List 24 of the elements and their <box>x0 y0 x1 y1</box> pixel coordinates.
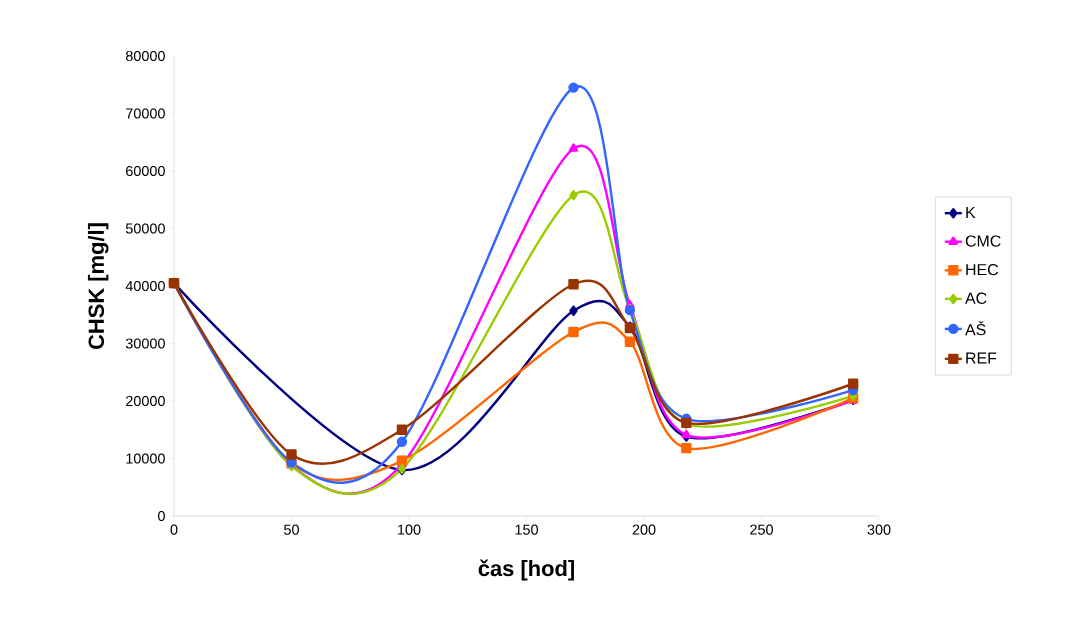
x-tick-label: 50 <box>284 524 299 535</box>
y-tick-label: 50000 <box>125 223 165 234</box>
x-tick-label: 0 <box>170 524 178 535</box>
y-tick-label: 0 <box>158 510 165 522</box>
x-tick-label: 300 <box>867 524 891 535</box>
y-tick-label: 20000 <box>126 395 165 407</box>
y-tick-label: 60000 <box>126 165 165 177</box>
x-axis-title: čas [hod] <box>478 559 574 581</box>
x-tick-label: 150 <box>515 524 538 535</box>
legend-label: CMC <box>965 235 1001 247</box>
legend-label: HEC <box>966 263 999 276</box>
x-tick-label: 100 <box>398 524 421 535</box>
x-tick-label: 250 <box>750 524 773 535</box>
x-tick-label: 200 <box>632 524 656 535</box>
y-axis-title: CHSK [mg/l] <box>87 223 109 350</box>
legend-label: AŠ <box>965 321 986 336</box>
legend-label: K <box>966 206 976 218</box>
y-tick-label: 80000 <box>125 50 165 62</box>
legend-label: AC <box>965 292 987 304</box>
y-tick-label: 40000 <box>125 280 165 292</box>
y-tick-label: 10000 <box>126 453 165 464</box>
legend-label: REF <box>966 352 997 364</box>
y-tick-label: 30000 <box>125 338 165 349</box>
y-tick-label: 70000 <box>126 108 165 119</box>
